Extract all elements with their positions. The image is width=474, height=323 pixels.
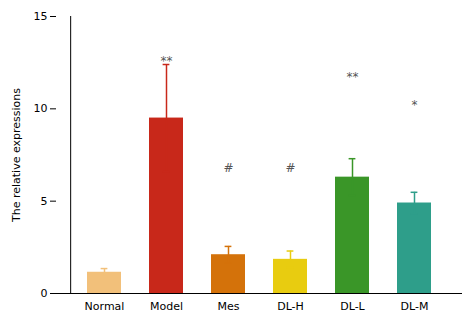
svg-text:Model: Model [150, 300, 183, 313]
svg-text:Normal: Normal [85, 300, 125, 313]
svg-text:5: 5 [41, 195, 48, 208]
svg-text:10: 10 [34, 102, 48, 115]
svg-text:15: 15 [34, 10, 48, 23]
svg-text:#: # [285, 161, 295, 175]
svg-text:**: ** [161, 54, 173, 68]
svg-text:0: 0 [41, 287, 48, 300]
svg-text:#: # [223, 161, 233, 175]
svg-text:Mes: Mes [218, 300, 240, 313]
svg-text:*: * [412, 98, 418, 112]
svg-text:DL-H: DL-H [277, 300, 304, 313]
svg-text:DL-L: DL-L [340, 300, 365, 313]
svg-text:DL-M: DL-M [401, 300, 429, 313]
svg-text:**: ** [347, 70, 359, 84]
svg-text:The relative expressions: The relative expressions [10, 88, 23, 223]
